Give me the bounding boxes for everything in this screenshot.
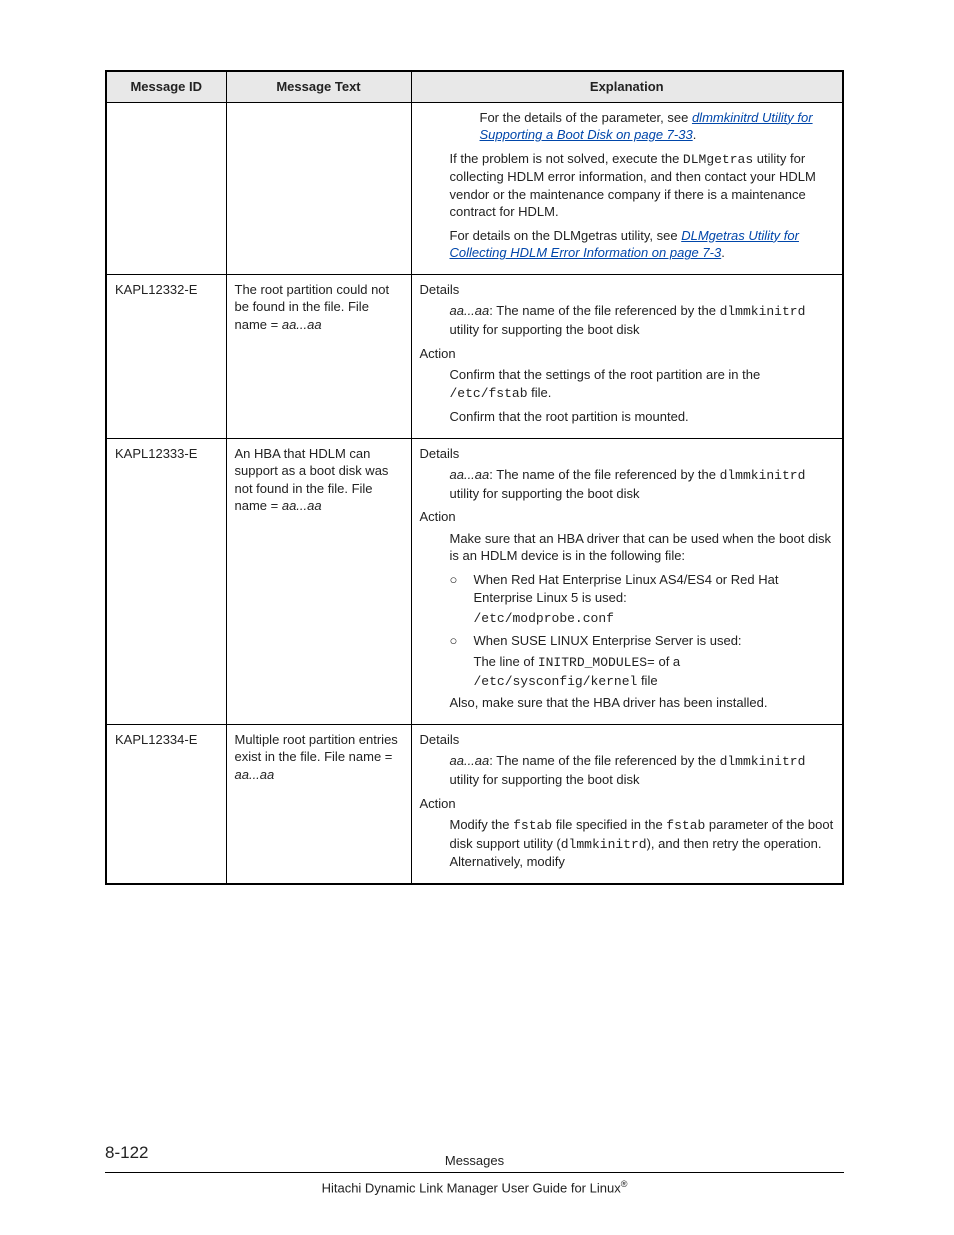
- placeholder: aa...aa: [450, 303, 490, 318]
- msg-text: Multiple root partition entries exist in…: [235, 732, 398, 765]
- cell-id: [106, 102, 226, 274]
- explain-text: utility for supporting the boot disk: [450, 772, 640, 787]
- explain-text: : The name of the file referenced by the: [489, 303, 719, 318]
- registered-symbol: ®: [621, 1179, 628, 1189]
- explain-text: Make sure that an HBA driver that can be…: [450, 530, 835, 565]
- code-text: dlmmkinitrd: [720, 304, 806, 319]
- circle-bullet-icon: ○: [450, 571, 474, 606]
- explain-text: If the problem is not solved, execute th…: [450, 151, 683, 166]
- cell-text: [226, 102, 411, 274]
- details-label: Details: [420, 731, 835, 749]
- table-header-row: Message ID Message Text Explanation: [106, 71, 843, 102]
- explain-text: : The name of the file referenced by the: [489, 753, 719, 768]
- cell-id: KAPL12334-E: [106, 724, 226, 883]
- cell-explain: Details aa...aa: The name of the file re…: [411, 438, 843, 724]
- explain-text: Also, make sure that the HBA driver has …: [450, 694, 835, 712]
- explain-text: For the details of the parameter, see: [480, 110, 692, 125]
- table-row: KAPL12334-E Multiple root partition entr…: [106, 724, 843, 883]
- bullet-text: When SUSE LINUX Enterprise Server is use…: [474, 632, 835, 650]
- page-footer: Messages Hitachi Dynamic Link Manager Us…: [105, 1153, 844, 1195]
- explain-text: file specified in the: [552, 817, 666, 832]
- document-page: Message ID Message Text Explanation For …: [0, 0, 954, 1235]
- cell-explain: Details aa...aa: The name of the file re…: [411, 724, 843, 883]
- cell-text: Multiple root partition entries exist in…: [226, 724, 411, 883]
- action-label: Action: [420, 345, 835, 363]
- messages-table: Message ID Message Text Explanation For …: [105, 70, 844, 885]
- code-text: /etc/fstab: [450, 386, 528, 401]
- details-label: Details: [420, 281, 835, 299]
- explain-text: .: [693, 127, 697, 142]
- explain-text: : The name of the file referenced by the: [489, 467, 719, 482]
- explain-text: Modify the: [450, 817, 514, 832]
- bullet-item: ○ When Red Hat Enterprise Linux AS4/ES4 …: [450, 571, 835, 606]
- table-row: KAPL12332-E The root partition could not…: [106, 274, 843, 438]
- explain-text: .: [721, 245, 725, 260]
- code-text: /etc/sysconfig/kernel: [474, 674, 638, 689]
- footer-divider: [105, 1172, 844, 1173]
- cell-id: KAPL12333-E: [106, 438, 226, 724]
- code-text: dlmmkinitrd: [720, 468, 806, 483]
- code-text: DLMgetras: [683, 152, 753, 167]
- footer-section: Messages: [105, 1153, 844, 1168]
- table-row: For the details of the parameter, see dl…: [106, 102, 843, 274]
- code-text: dlmmkinitrd: [720, 754, 806, 769]
- explain-text: The line of: [474, 654, 538, 669]
- explain-text: utility for supporting the boot disk: [450, 486, 640, 501]
- bullet-text: When Red Hat Enterprise Linux AS4/ES4 or…: [474, 571, 835, 606]
- placeholder: aa...aa: [450, 753, 490, 768]
- explain-text: Confirm that the settings of the root pa…: [450, 367, 761, 382]
- explain-text: file: [637, 673, 657, 688]
- msg-placeholder: aa...aa: [235, 767, 275, 782]
- cell-id: KAPL12332-E: [106, 274, 226, 438]
- col-header-explain: Explanation: [411, 71, 843, 102]
- details-label: Details: [420, 445, 835, 463]
- code-text: dlmmkinitrd: [561, 837, 647, 852]
- cell-explain: For the details of the parameter, see dl…: [411, 102, 843, 274]
- footer-doc-title-text: Hitachi Dynamic Link Manager User Guide …: [322, 1180, 621, 1195]
- explain-text: Confirm that the root partition is mount…: [450, 408, 835, 426]
- code-text: INITRD_MODULES=: [538, 655, 655, 670]
- action-label: Action: [420, 508, 835, 526]
- cell-text: An HBA that HDLM can support as a boot d…: [226, 438, 411, 724]
- msg-placeholder: aa...aa: [282, 317, 322, 332]
- explain-text: of a: [655, 654, 680, 669]
- code-text: fstab: [666, 818, 705, 833]
- col-header-id: Message ID: [106, 71, 226, 102]
- footer-doc-title: Hitachi Dynamic Link Manager User Guide …: [105, 1179, 844, 1195]
- action-label: Action: [420, 795, 835, 813]
- code-text: /etc/modprobe.conf: [474, 610, 835, 628]
- bullet-item: ○ When SUSE LINUX Enterprise Server is u…: [450, 632, 835, 650]
- explain-text: file.: [528, 385, 552, 400]
- explain-text: utility for supporting the boot disk: [450, 322, 640, 337]
- col-header-text: Message Text: [226, 71, 411, 102]
- explain-text: For details on the DLMgetras utility, se…: [450, 228, 682, 243]
- code-text: fstab: [513, 818, 552, 833]
- msg-placeholder: aa...aa: [282, 498, 322, 513]
- circle-bullet-icon: ○: [450, 632, 474, 650]
- cell-explain: Details aa...aa: The name of the file re…: [411, 274, 843, 438]
- placeholder: aa...aa: [450, 467, 490, 482]
- table-row: KAPL12333-E An HBA that HDLM can support…: [106, 438, 843, 724]
- cell-text: The root partition could not be found in…: [226, 274, 411, 438]
